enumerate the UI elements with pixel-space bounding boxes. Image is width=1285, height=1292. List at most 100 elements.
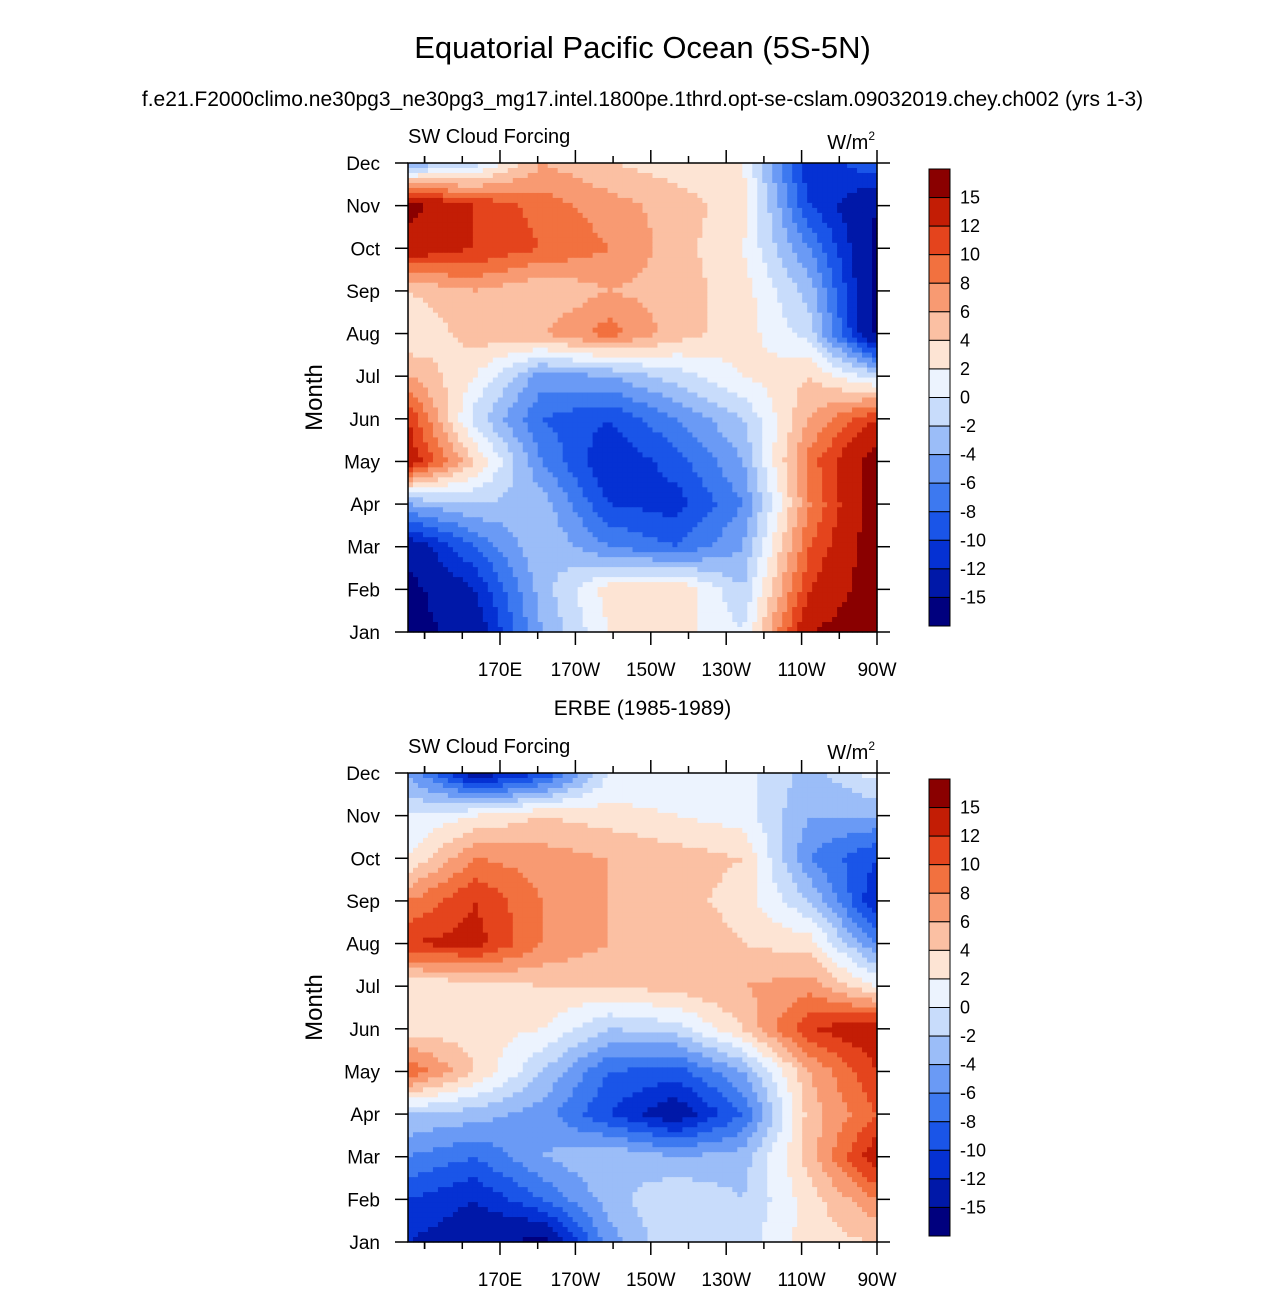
field-cell <box>408 392 414 399</box>
field-cell <box>657 202 664 209</box>
field-cell <box>482 337 489 344</box>
field-cell <box>517 367 524 374</box>
field-cell <box>587 207 594 214</box>
field-cell <box>637 412 644 419</box>
field-cell <box>722 187 728 194</box>
field-cell <box>542 327 549 334</box>
field-cell <box>607 302 614 309</box>
field-cell <box>702 352 708 359</box>
field-cell <box>802 312 808 319</box>
field-cell <box>672 252 679 259</box>
field-cell <box>662 163 669 169</box>
field-cell <box>857 337 863 344</box>
field-cell <box>427 267 434 274</box>
field-cell <box>467 277 474 284</box>
field-cell <box>522 172 529 179</box>
field-cell <box>717 182 723 189</box>
field-cell <box>417 182 424 189</box>
field-cell <box>582 242 589 249</box>
field-cell <box>762 407 768 414</box>
field-cell <box>737 222 743 229</box>
field-cell <box>752 327 758 334</box>
field-cell <box>847 377 853 384</box>
field-cell <box>827 182 833 189</box>
field-cell <box>707 307 713 314</box>
field-cell <box>482 232 489 239</box>
field-cell <box>502 287 509 294</box>
field-cell <box>627 187 634 194</box>
field-cell <box>612 412 619 419</box>
field-cell <box>752 167 758 174</box>
field-cell <box>422 202 429 209</box>
field-cell <box>687 397 693 404</box>
field-cell <box>622 212 629 219</box>
field-cell <box>682 312 688 319</box>
field-cell <box>757 217 763 224</box>
field-cell <box>692 412 698 419</box>
field-cell <box>512 412 519 419</box>
field-cell <box>408 317 414 324</box>
field-cell <box>472 277 479 284</box>
field-cell <box>432 357 439 364</box>
field-cell <box>782 352 788 359</box>
field-cell <box>492 287 499 294</box>
field-cell <box>462 377 469 384</box>
field-cell <box>612 332 619 339</box>
field-cell <box>412 237 419 244</box>
field-cell <box>408 187 414 194</box>
field-cell <box>827 297 833 304</box>
field-cell <box>497 232 504 239</box>
field-cell <box>457 317 464 324</box>
field-cell <box>477 202 484 209</box>
field-cell <box>597 247 604 254</box>
field-cell <box>857 397 863 404</box>
field-cell <box>852 332 858 339</box>
field-cell <box>742 337 748 344</box>
field-cell <box>517 242 524 249</box>
field-cell <box>772 357 778 364</box>
field-cell <box>642 357 649 364</box>
field-cell <box>772 417 778 424</box>
field-cell <box>602 282 609 289</box>
field-cell <box>447 163 454 169</box>
field-cell <box>582 247 589 254</box>
field-cell <box>597 357 604 364</box>
field-cell <box>532 267 539 274</box>
field-cell <box>442 302 449 309</box>
field-cell <box>527 217 534 224</box>
field-cell <box>717 232 723 239</box>
field-cell <box>722 282 728 289</box>
field-cell <box>687 332 693 339</box>
field-cell <box>807 337 813 344</box>
field-cell <box>832 282 838 289</box>
field-cell <box>852 192 858 199</box>
field-cell <box>642 407 649 414</box>
field-cell <box>467 382 474 389</box>
field-cell <box>557 242 564 249</box>
field-cell <box>577 207 584 214</box>
field-cell <box>672 412 679 419</box>
field-cell <box>792 357 798 364</box>
field-cell <box>557 277 564 284</box>
field-cell <box>717 317 723 324</box>
field-cell <box>472 252 479 259</box>
field-cell <box>707 287 713 294</box>
field-cell <box>617 272 624 279</box>
field-cell <box>682 352 688 359</box>
field-cell <box>642 317 649 324</box>
field-cell <box>562 187 569 194</box>
field-cell <box>612 357 619 364</box>
field-cell <box>567 282 574 289</box>
field-cell <box>732 397 738 404</box>
field-cell <box>707 367 713 374</box>
field-cell <box>467 422 474 429</box>
field-cell <box>577 182 584 189</box>
field-cell <box>422 247 429 254</box>
field-cell <box>522 182 529 189</box>
field-cell <box>642 163 649 169</box>
field-cell <box>617 392 624 399</box>
field-cell <box>527 312 534 319</box>
field-cell <box>507 317 514 324</box>
field-cell <box>837 412 843 419</box>
field-cell <box>802 377 808 384</box>
